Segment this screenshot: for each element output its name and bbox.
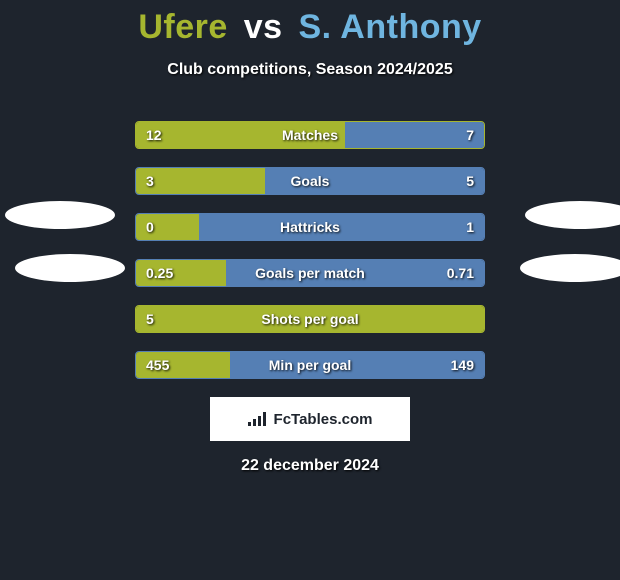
avatar-placeholder-left-1 <box>5 201 115 229</box>
stat-label: Matches <box>282 127 338 143</box>
stat-label: Goals per match <box>255 265 365 281</box>
avatar-placeholder-left-2 <box>15 254 125 282</box>
stat-value-left: 455 <box>146 357 169 373</box>
stat-bar-left <box>136 168 265 194</box>
player1-name: Ufere <box>138 8 227 46</box>
stat-row: 3 Goals 5 <box>135 167 485 195</box>
stat-label: Min per goal <box>269 357 351 373</box>
stat-value-left: 12 <box>146 127 162 143</box>
vs-text: vs <box>244 8 283 46</box>
stats-rows: 12 Matches 7 3 Goals 5 0 Hattricks 1 0.25 Goals pe… <box>0 121 620 379</box>
stat-value-right: 1 <box>466 219 474 235</box>
stat-label: Hattricks <box>280 219 340 235</box>
stat-value-left: 3 <box>146 173 154 189</box>
stat-row: 5 Shots per goal <box>135 305 485 333</box>
stat-value-left: 0 <box>146 219 154 235</box>
brand-text: FcTables.com <box>274 411 373 428</box>
player2-name: S. Anthony <box>299 8 482 46</box>
brand-footer: FcTables.com <box>210 397 410 441</box>
stat-value-left: 0.25 <box>146 265 173 281</box>
stat-row: 0 Hattricks 1 <box>135 213 485 241</box>
bar-chart-icon <box>248 412 266 426</box>
stat-value-right: 0.71 <box>447 265 474 281</box>
subtitle: Club competitions, Season 2024/2025 <box>0 61 620 79</box>
stat-bar-right <box>199 214 484 240</box>
comparison-title: Ufere vs S. Anthony <box>0 0 620 47</box>
stat-label: Shots per goal <box>261 311 358 327</box>
stat-row: 0.25 Goals per match 0.71 <box>135 259 485 287</box>
stat-label: Goals <box>291 173 330 189</box>
stat-value-right: 5 <box>466 173 474 189</box>
stat-value-right: 149 <box>451 357 474 373</box>
stat-value-right: 7 <box>466 127 474 143</box>
stat-bar-right <box>345 122 484 148</box>
avatar-placeholder-right-2 <box>520 254 620 282</box>
stat-row: 455 Min per goal 149 <box>135 351 485 379</box>
stat-row: 12 Matches 7 <box>135 121 485 149</box>
footer-date: 22 december 2024 <box>0 457 620 475</box>
stat-value-left: 5 <box>146 311 154 327</box>
